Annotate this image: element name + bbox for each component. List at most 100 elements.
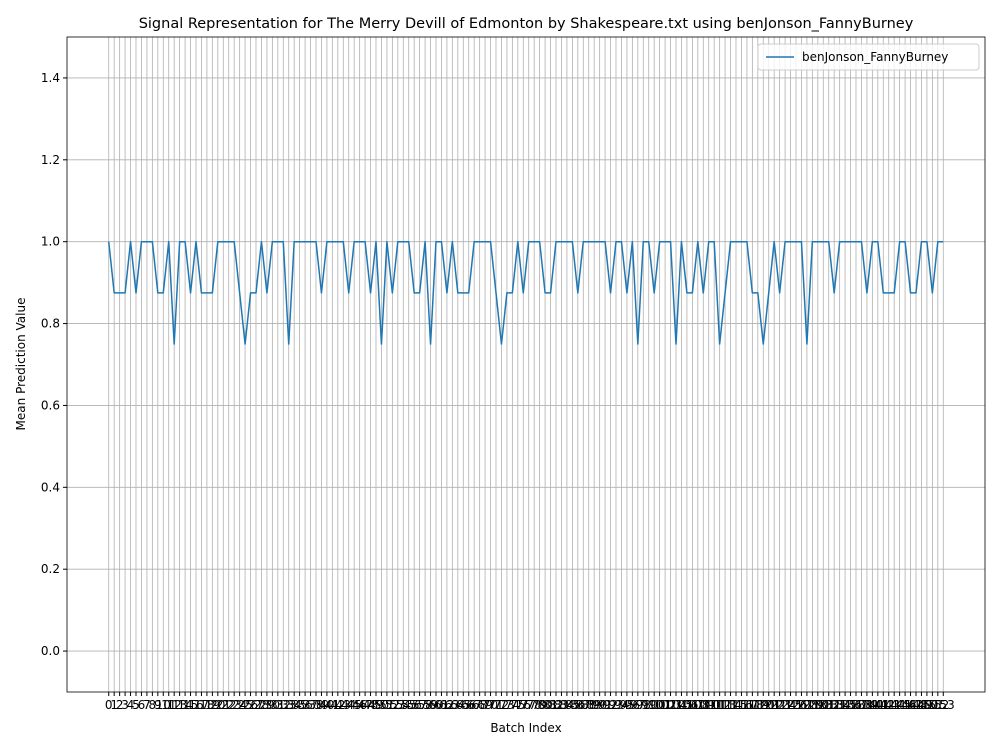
x-tick-label: 35 bbox=[292, 698, 307, 712]
x-tick-label: 142 bbox=[872, 698, 895, 712]
x-tick-label: 54 bbox=[396, 698, 411, 712]
x-tick-label: 62 bbox=[439, 698, 454, 712]
x-tick-label: 83 bbox=[554, 698, 569, 712]
y-tick-label: 0.6 bbox=[41, 398, 60, 412]
legend-label: benJonson_FannyBurney bbox=[802, 50, 948, 64]
x-tick-label: 102 bbox=[654, 698, 677, 712]
x-tick-label: 2 bbox=[116, 698, 124, 712]
x-tick-label: 138 bbox=[850, 698, 873, 712]
x-tick-label: 17 bbox=[194, 698, 209, 712]
x-tick-label: 56 bbox=[407, 698, 422, 712]
y-tick-label: 0.0 bbox=[41, 644, 60, 658]
x-tick-label: 113 bbox=[714, 698, 737, 712]
x-tick-label: 97 bbox=[630, 698, 645, 712]
x-tick-label: 135 bbox=[834, 698, 857, 712]
x-tick-label: 10 bbox=[156, 698, 171, 712]
x-tick-label: 73 bbox=[499, 698, 514, 712]
x-tick-label: 95 bbox=[619, 698, 634, 712]
x-tick-label: 23 bbox=[227, 698, 242, 712]
x-tick-label: 12 bbox=[167, 698, 182, 712]
x-tick-label: 45 bbox=[347, 698, 362, 712]
x-tick-label: 50 bbox=[374, 698, 389, 712]
x-tick-label: 129 bbox=[801, 698, 824, 712]
x-tick-label: 117 bbox=[735, 698, 758, 712]
x-tick-label: 64 bbox=[450, 698, 465, 712]
x-tick-label: 38 bbox=[308, 698, 323, 712]
x-tick-label: 106 bbox=[675, 698, 698, 712]
x-tick-label: 103 bbox=[659, 698, 682, 712]
x-tick-label: 42 bbox=[330, 698, 345, 712]
x-tick-label: 93 bbox=[608, 698, 623, 712]
x-tick-label: 127 bbox=[790, 698, 813, 712]
x-tick-label: 149 bbox=[910, 698, 933, 712]
x-tick-label: 49 bbox=[368, 698, 383, 712]
x-tick-label: 141 bbox=[866, 698, 889, 712]
x-tick-label: 120 bbox=[752, 698, 775, 712]
x-tick-label: 65 bbox=[456, 698, 471, 712]
x-tick-label: 78 bbox=[527, 698, 542, 712]
y-tick-label: 1.0 bbox=[41, 235, 60, 249]
x-tick-label: 75 bbox=[510, 698, 525, 712]
x-tick-label: 133 bbox=[823, 698, 846, 712]
x-tick-label: 29 bbox=[259, 698, 274, 712]
x-tick-label: 68 bbox=[472, 698, 487, 712]
x-tick-label: 15 bbox=[183, 698, 198, 712]
x-tick-label: 108 bbox=[686, 698, 709, 712]
plot-frame bbox=[66, 36, 986, 693]
y-tick-label: 1.4 bbox=[41, 71, 60, 85]
x-tick-label: 112 bbox=[708, 698, 731, 712]
x-tick-label: 32 bbox=[276, 698, 291, 712]
x-tick-label: 150 bbox=[915, 698, 938, 712]
x-tick-label: 130 bbox=[806, 698, 829, 712]
x-tick-label: 48 bbox=[363, 698, 378, 712]
x-tick-label: 13 bbox=[172, 698, 187, 712]
x-tick-label: 90 bbox=[592, 698, 607, 712]
x-tick-label: 19 bbox=[205, 698, 220, 712]
x-tick-label: 9 bbox=[154, 698, 162, 712]
x-tick-label: 88 bbox=[581, 698, 596, 712]
x-tick-label: 33 bbox=[281, 698, 296, 712]
x-axis-label: Batch Index bbox=[490, 721, 561, 735]
x-tick-label: 60 bbox=[428, 698, 443, 712]
x-tick-label: 139 bbox=[855, 698, 878, 712]
x-tick-label: 151 bbox=[921, 698, 944, 712]
x-tick-label: 21 bbox=[216, 698, 231, 712]
x-tick-label: 76 bbox=[516, 698, 531, 712]
x-tick-label: 4 bbox=[127, 698, 135, 712]
x-tick-label: 115 bbox=[725, 698, 748, 712]
y-axis-label: Mean Prediction Value bbox=[14, 298, 28, 431]
x-tick-label: 66 bbox=[461, 698, 476, 712]
x-tick-label: 116 bbox=[730, 698, 753, 712]
x-tick-label: 85 bbox=[565, 698, 580, 712]
x-tick-label: 11 bbox=[161, 698, 176, 712]
x-tick-label: 134 bbox=[828, 698, 851, 712]
x-tick-label: 153 bbox=[932, 698, 955, 712]
x-tick-label: 146 bbox=[894, 698, 917, 712]
x-tick-label: 7 bbox=[143, 698, 151, 712]
x-tick-label: 81 bbox=[543, 698, 558, 712]
x-tick-label: 3 bbox=[121, 698, 129, 712]
x-tick-label: 1 bbox=[110, 698, 118, 712]
x-tick-label: 31 bbox=[270, 698, 285, 712]
x-tick-label: 39 bbox=[314, 698, 329, 712]
x-tick-label: 89 bbox=[587, 698, 602, 712]
x-tick-label: 91 bbox=[597, 698, 612, 712]
y-tick-label: 1.2 bbox=[41, 153, 60, 167]
x-tick-label: 94 bbox=[614, 698, 629, 712]
x-tick-label: 125 bbox=[779, 698, 802, 712]
x-tick-label: 99 bbox=[641, 698, 656, 712]
x-tick-label: 126 bbox=[785, 698, 808, 712]
x-tick-label: 28 bbox=[254, 698, 269, 712]
legend-box bbox=[757, 43, 980, 71]
x-tick-label: 47 bbox=[357, 698, 372, 712]
chart-title: Signal Representation for The Merry Devi… bbox=[139, 16, 914, 32]
x-tick-label: 128 bbox=[795, 698, 818, 712]
x-tick-label: 72 bbox=[494, 698, 509, 712]
x-tick-label: 59 bbox=[423, 698, 438, 712]
x-tick-label: 82 bbox=[548, 698, 563, 712]
x-tick-label: 147 bbox=[899, 698, 922, 712]
x-tick-label: 98 bbox=[636, 698, 651, 712]
x-tick-label: 100 bbox=[643, 698, 666, 712]
y-tick-label: 0.4 bbox=[41, 480, 60, 494]
